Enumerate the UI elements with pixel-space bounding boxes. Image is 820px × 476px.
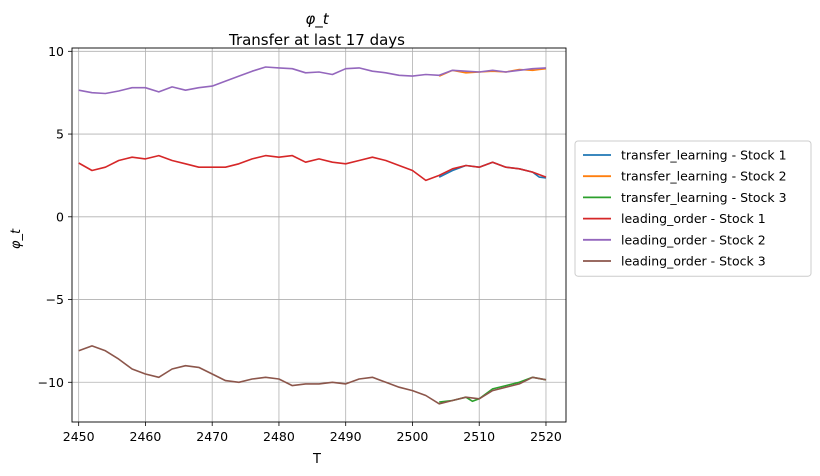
y-tick-label: 0: [56, 209, 64, 224]
legend: transfer_learning - Stock 1 transfer_lear…: [574, 140, 812, 277]
legend-entry: leading_order - Stock 3: [621, 254, 766, 269]
y-tick-label: −10: [38, 375, 64, 390]
legend-entry: transfer_learning - Stock 3: [621, 190, 787, 205]
legend-entry: leading_order - Stock 1: [621, 211, 766, 226]
legend-box: [574, 140, 812, 277]
x-tick-label: 2500: [397, 429, 429, 444]
x-tick-label: 2450: [63, 429, 95, 444]
y-tick-label: −5: [46, 292, 64, 307]
series-line: [78, 66, 547, 95]
y-tick-label: 5: [56, 127, 64, 142]
y-axis-label: φ_t: [9, 228, 24, 249]
x-tick-label: 2460: [130, 429, 162, 444]
x-tick-label: 2480: [263, 429, 295, 444]
chart-subtitle: Transfer at last 17 days: [228, 31, 405, 49]
series-lines: [78, 66, 547, 405]
plot-frame: [71, 47, 567, 423]
x-tick-label: 2520: [530, 429, 562, 444]
y-axis-ticks: −10 −5 0 5 10: [38, 44, 72, 390]
legend-entry: transfer_learning - Stock 2: [621, 169, 787, 184]
y-tick-label: 10: [48, 44, 64, 59]
x-axis-ticks: 2450 2460 2470 2480 2490 2500 2510 2520: [63, 422, 562, 444]
x-axis-label: T: [312, 452, 321, 467]
series-line: [78, 345, 547, 405]
grid: [72, 48, 566, 422]
x-tick-label: 2490: [330, 429, 362, 444]
chart-title: φ_t: [305, 10, 329, 29]
x-tick-label: 2510: [463, 429, 495, 444]
series-line: [78, 154, 547, 182]
legend-entry: leading_order - Stock 2: [621, 232, 766, 247]
x-tick-label: 2470: [196, 429, 228, 444]
legend-entry: transfer_learning - Stock 1: [621, 148, 787, 163]
